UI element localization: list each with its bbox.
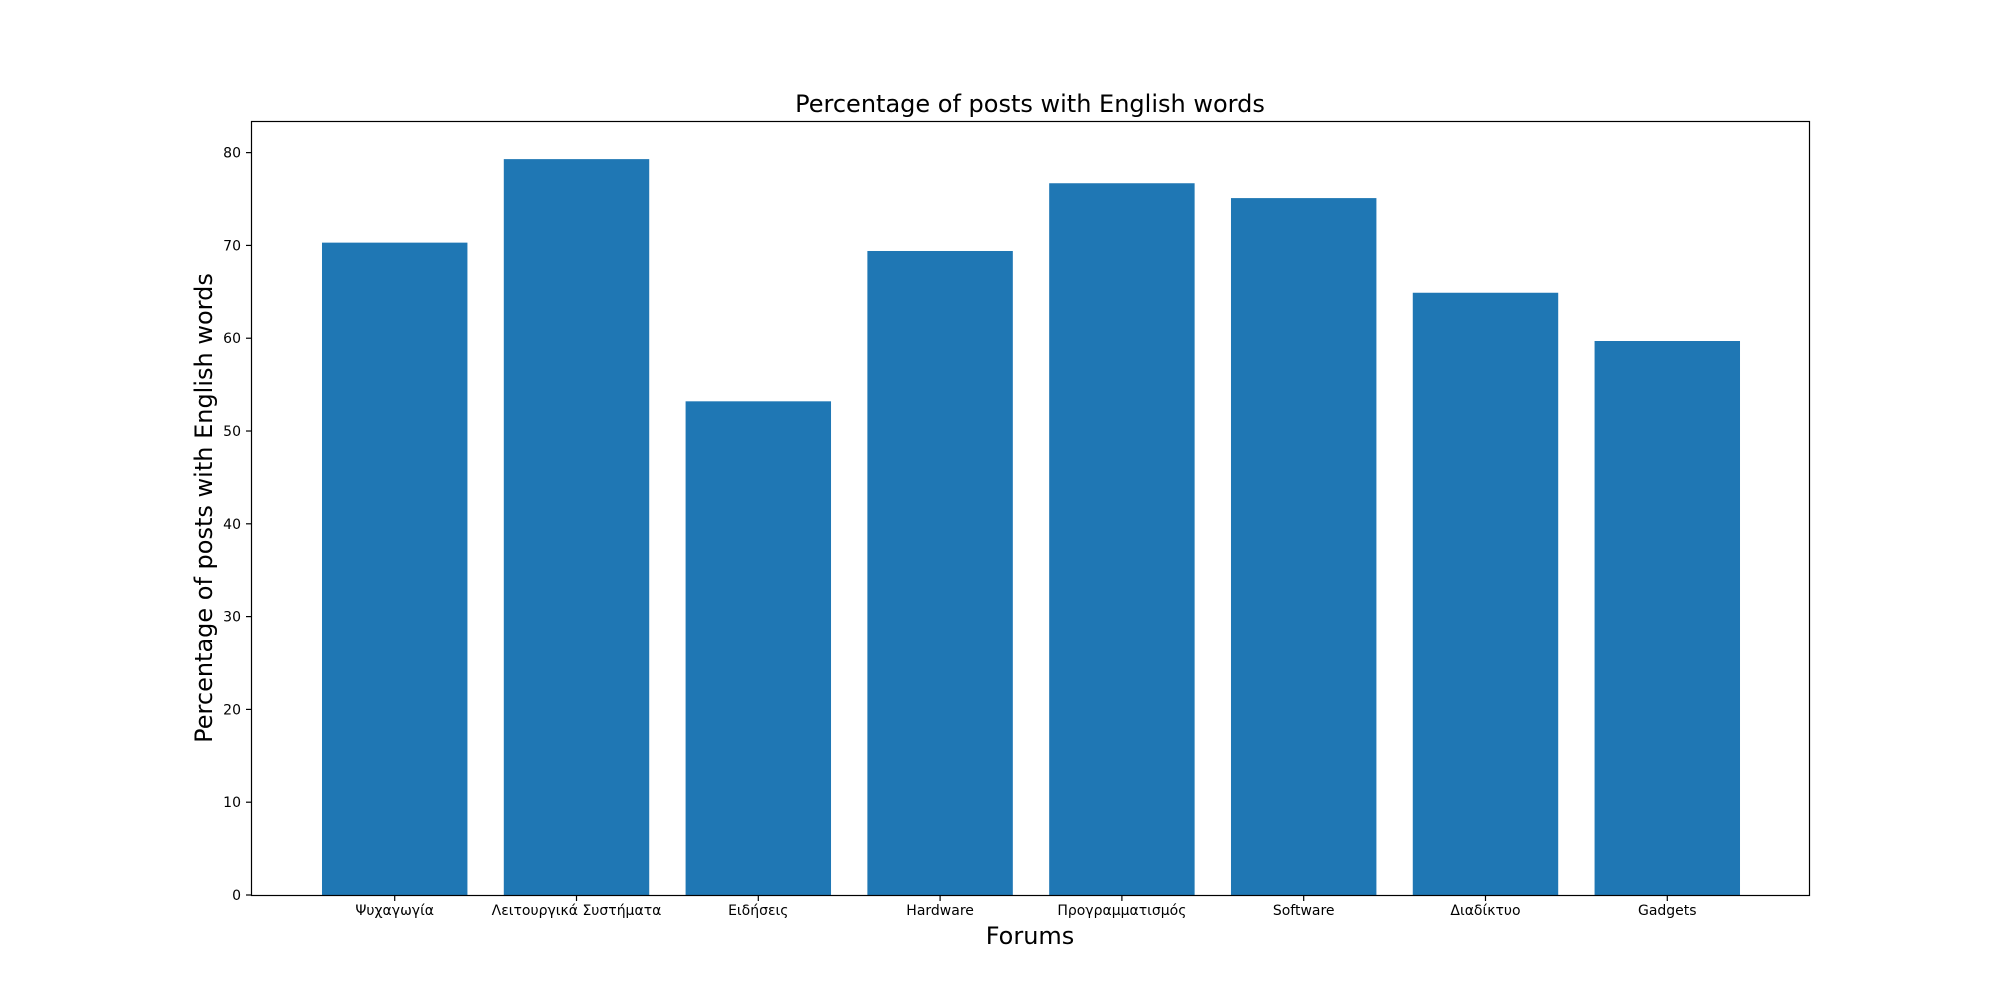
x-axis-ticks: Ψυχαγωγία Λειτουργικά Συστήματα Ειδήσεις Ha… [355,895,1696,919]
bar-6 [1231,198,1376,895]
x-tick-label: Ψυχαγωγία [355,903,434,919]
y-tick-label: 60 [223,331,241,347]
plot-frame [252,122,1810,896]
x-axis-title: Forums [986,922,1075,950]
bar-1 [322,243,467,895]
y-tick-label: 40 [223,517,241,533]
x-tick-label: Διαδίκτυο [1450,903,1520,919]
x-tick-label: Software [1273,903,1335,919]
x-tick-label: Προγραμματισμός [1057,903,1186,919]
bars-group [322,159,1740,895]
bar-4 [867,251,1012,895]
y-tick-label: 0 [232,888,241,904]
bar-3 [686,401,831,895]
bar-8 [1595,341,1740,895]
chart-title: Percentage of posts with English words [795,90,1265,118]
x-tick-label: Λειτουργικά Συστήματα [492,903,662,919]
y-tick-label: 80 [223,146,241,162]
y-tick-label: 10 [223,795,241,811]
y-axis-ticks: 0 10 20 30 40 50 60 70 80 [223,146,252,904]
bar-2 [504,159,649,895]
y-tick-label: 50 [223,424,241,440]
y-axis-title: Percentage of posts with English words [190,273,218,743]
bar-7 [1413,293,1558,895]
x-tick-label: Ειδήσεις [728,903,788,919]
y-tick-label: 20 [223,702,241,718]
bar-5 [1049,183,1194,895]
y-tick-label: 70 [223,238,241,254]
y-tick-label: 30 [223,610,241,626]
x-tick-label: Hardware [906,903,974,919]
x-tick-label: Gadgets [1638,903,1697,919]
